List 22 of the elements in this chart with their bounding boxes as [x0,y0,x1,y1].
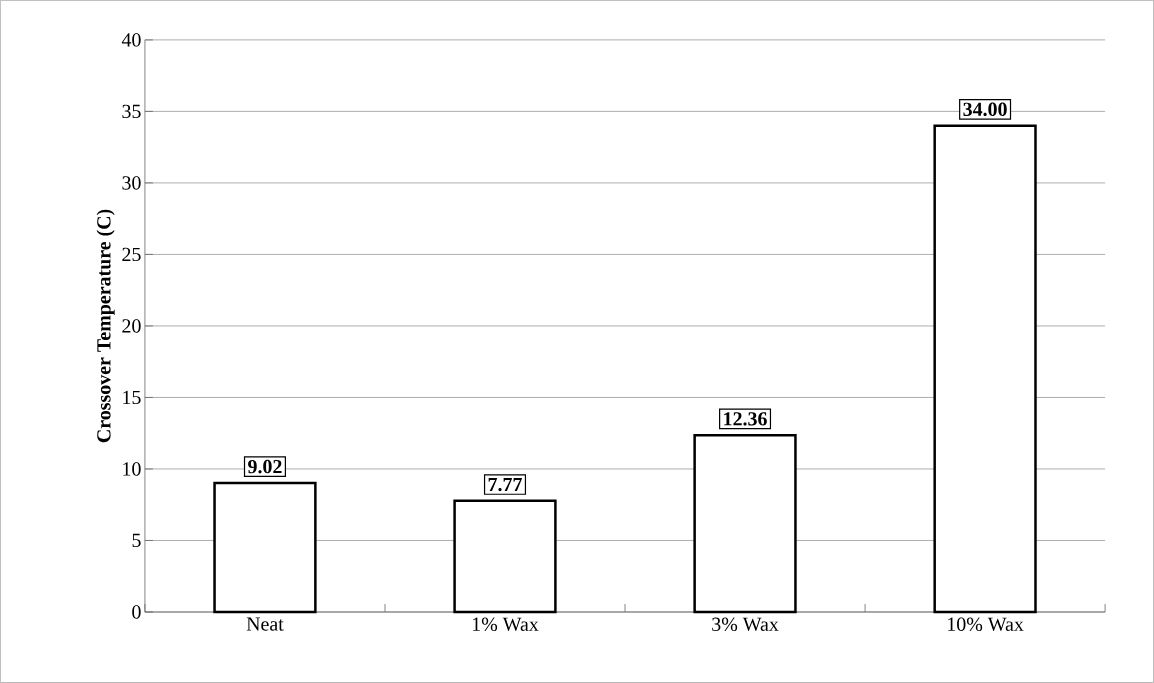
y-tick-label: 5 [132,533,141,548]
data-label: 34.00 [963,102,1007,117]
y-tick-label: 0 [132,605,141,619]
y-tick-label: 40 [121,33,141,47]
y-tick-label: 35 [122,104,141,119]
data-label: 7.77 [488,477,522,492]
bar [933,124,1037,614]
x-tick-label: 10% Wax [948,617,1024,632]
data-label: 9.02 [248,459,282,474]
bar [453,499,557,614]
y-tick-label: 20 [122,319,141,333]
x-tick-label: 1% Wax [472,617,539,632]
x-tick-label: Neat [246,617,284,631]
bar [213,481,317,614]
y-tick-label: 30 [122,176,141,190]
y-tick-label: 10 [123,462,141,476]
x-tick-label: 3% Wax [712,617,779,632]
y-tick-label: 15 [123,390,141,405]
bar [693,434,797,614]
y-tick-label: 25 [122,247,141,262]
y-axis-title: Crossover Temperature (C) [96,209,115,443]
data-label: 12.36 [724,412,767,426]
